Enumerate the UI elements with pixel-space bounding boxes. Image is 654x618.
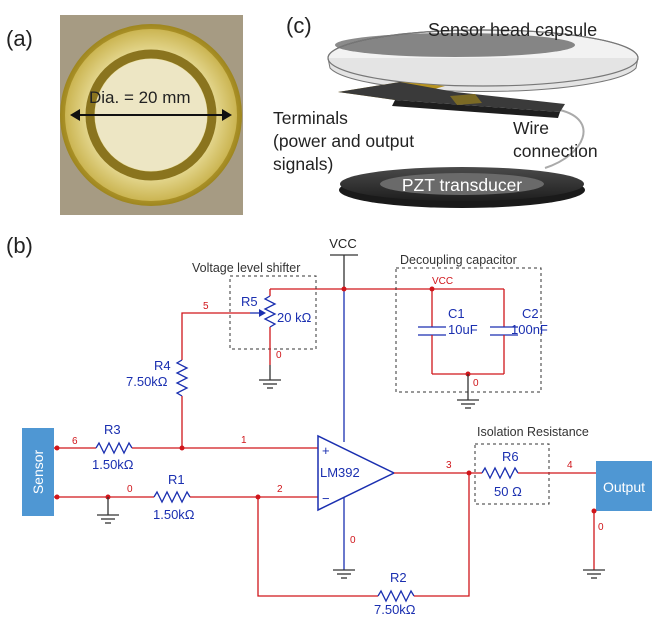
r3-name: R3 bbox=[104, 422, 121, 437]
sensor-block bbox=[22, 428, 54, 516]
r6-resistor bbox=[481, 466, 519, 480]
decoupling-box bbox=[395, 267, 542, 393]
node-0-sensor: 0 bbox=[127, 484, 133, 495]
r2-resistor bbox=[377, 589, 415, 603]
r5-potentiometer bbox=[263, 295, 277, 328]
opamp-plus: + bbox=[322, 443, 330, 458]
c2-name: C2 bbox=[522, 306, 539, 321]
decoupling-label: Decoupling capacitor bbox=[400, 253, 517, 267]
opamp-minus: − bbox=[322, 491, 330, 506]
r5-name: R5 bbox=[241, 294, 258, 309]
r4-value: 7.50kΩ bbox=[126, 374, 168, 389]
node-1: 1 bbox=[241, 435, 247, 446]
r6-value: 50 Ω bbox=[494, 484, 522, 499]
node-3: 3 bbox=[446, 460, 452, 471]
terminals-label-1: Terminals bbox=[273, 108, 348, 128]
sensor-label: Sensor bbox=[30, 449, 46, 494]
output-block bbox=[596, 461, 652, 511]
node-5: 5 bbox=[203, 301, 209, 312]
output-label: Output bbox=[603, 479, 645, 495]
shifter-label: Voltage level shifter bbox=[192, 261, 300, 275]
panel-label-c: (c) bbox=[286, 13, 312, 38]
shifter-box bbox=[229, 275, 317, 350]
terminals-label-2: (power and output bbox=[273, 131, 414, 151]
wire-label-2: connection bbox=[513, 141, 598, 161]
terminal-board-edge bbox=[392, 100, 560, 118]
node-0-cap: 0 bbox=[473, 378, 479, 389]
r5-value: 20 kΩ bbox=[277, 310, 312, 325]
r1-resistor bbox=[153, 490, 191, 504]
r4-name: R4 bbox=[154, 358, 171, 373]
dimension-arrow-right bbox=[222, 109, 232, 121]
isolation-box bbox=[474, 443, 550, 505]
terminals-label-3: signals) bbox=[273, 154, 333, 174]
r1-value: 1.50kΩ bbox=[153, 507, 195, 522]
capsule-shadow bbox=[335, 33, 575, 57]
r1-name: R1 bbox=[168, 472, 185, 487]
r2-value: 7.50kΩ bbox=[374, 602, 416, 617]
wire-label-1: Wire bbox=[513, 118, 549, 138]
node-0-opamp: 0 bbox=[350, 535, 356, 546]
dimension-label: Dia. = 20 mm bbox=[89, 88, 191, 107]
pzt-inner bbox=[380, 173, 544, 195]
lm392-opamp bbox=[317, 434, 396, 512]
wiper-wire bbox=[181, 312, 250, 360]
r6-name: R6 bbox=[502, 449, 519, 464]
opamp-label: LM392 bbox=[320, 465, 360, 480]
terminal-connector bbox=[450, 94, 482, 105]
capsule-label: Sensor head capsule bbox=[428, 20, 597, 40]
dimension-arrow-left bbox=[70, 109, 80, 121]
node-6: 6 bbox=[72, 436, 78, 447]
r3-resistor bbox=[95, 441, 133, 455]
node-0-pot: 0 bbox=[276, 350, 282, 361]
panel-label-b: (b) bbox=[6, 233, 33, 258]
vcc-net-label: VCC bbox=[432, 276, 453, 287]
node-4: 4 bbox=[567, 460, 573, 471]
c1-value: 10uF bbox=[448, 322, 478, 337]
c1-name: C1 bbox=[448, 306, 465, 321]
pzt-label: PZT transducer bbox=[402, 175, 522, 195]
node-2: 2 bbox=[277, 484, 283, 495]
panel-label-a: (a) bbox=[6, 26, 33, 51]
r4-resistor bbox=[175, 359, 189, 397]
r3-value: 1.50kΩ bbox=[92, 457, 134, 472]
isolation-label: Isolation Resistance bbox=[477, 425, 589, 439]
wire-connection bbox=[544, 109, 585, 169]
r5-wiper-arrow bbox=[259, 309, 266, 317]
r2-name: R2 bbox=[390, 570, 407, 585]
c2-value: 100nF bbox=[511, 322, 548, 337]
vcc-label: VCC bbox=[329, 236, 356, 251]
node-0-out: 0 bbox=[598, 522, 604, 533]
